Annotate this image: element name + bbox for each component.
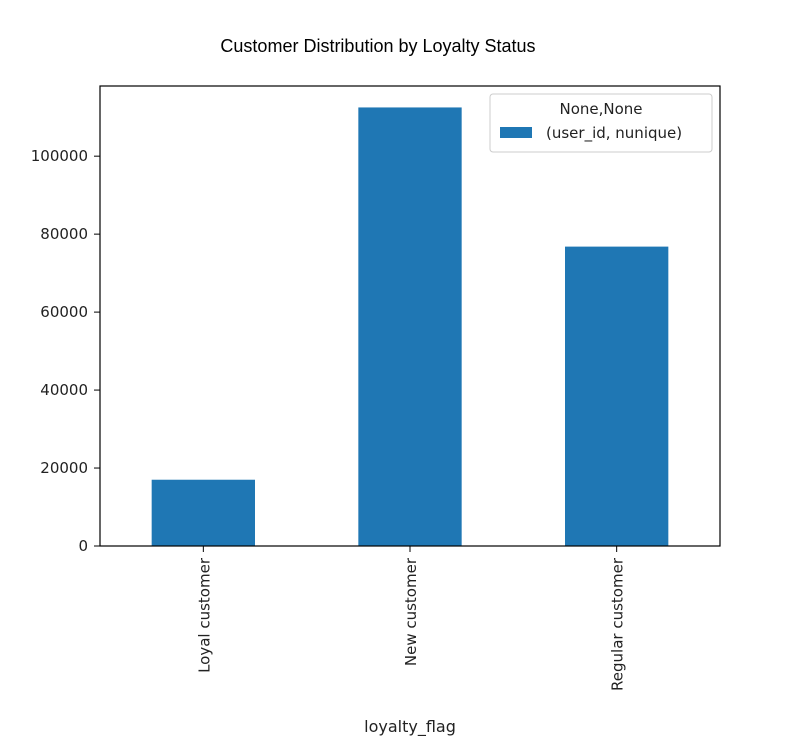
chart-title: Customer Distribution by Loyalty Status — [220, 36, 535, 56]
legend-entry: (user_id, nunique) — [546, 124, 682, 143]
legend-box — [489, 93, 713, 153]
y-tick-label: 100000 — [31, 147, 88, 165]
legend-title: None,None — [559, 100, 642, 118]
legend-swatch — [500, 127, 532, 138]
bars-group — [151, 107, 669, 547]
plot-frame — [99, 85, 721, 547]
y-tick-label: 60000 — [40, 303, 88, 321]
x-tick-label: Loyal customer — [195, 557, 213, 673]
y-tick-label: 80000 — [40, 225, 88, 243]
y-tick-label: 0 — [78, 537, 88, 555]
bar-loyal-customer — [151, 479, 255, 546]
y-tick-label: 40000 — [40, 381, 88, 399]
x-tick-label: Regular customer — [609, 557, 627, 691]
x-axis-label: loyalty_flag — [364, 717, 456, 737]
y-axis-ticks: 0 20000 40000 60000 80000 100000 — [31, 147, 100, 555]
bar-new-customer — [358, 107, 462, 547]
legend: None,None (user_id, nunique) — [489, 93, 713, 153]
bar-regular-customer — [565, 246, 669, 546]
y-tick-label: 20000 — [40, 459, 88, 477]
x-axis-ticks: Loyal customer New customer Regular custom… — [195, 546, 627, 691]
x-tick-label: New customer — [402, 557, 420, 666]
